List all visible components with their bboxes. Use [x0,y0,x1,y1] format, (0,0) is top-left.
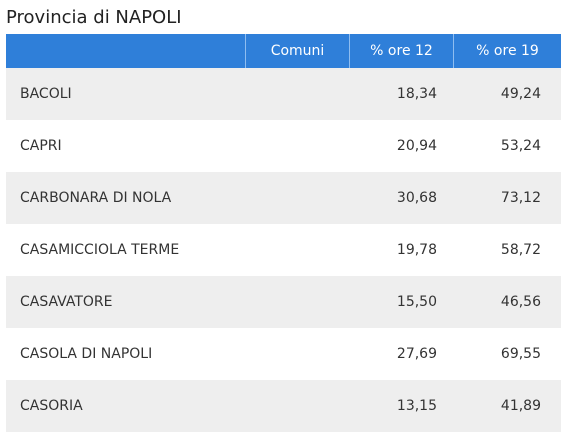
table-row: CASOLA DI NAPOLI 27,69 69,55 [6,328,561,380]
table-row: CARBONARA DI NOLA 30,68 73,12 [6,172,561,224]
header-ore12[interactable]: % ore 12 [349,34,453,68]
value-ore12: 20,94 [396,138,437,154]
comune-name: CASAMICCIOLA TERME [20,242,180,258]
value-ore19: 41,89 [500,398,541,414]
table-row: CASAVATORE 15,50 46,56 [6,276,561,328]
table-row: CAPRI 20,94 53,24 [6,120,561,172]
value-ore12: 13,15 [396,398,437,414]
value-ore12: 18,34 [396,86,437,102]
comune-name: CASAVATORE [20,294,113,310]
header-comuni[interactable]: Comuni [245,34,349,68]
value-ore19: 73,12 [500,190,541,206]
results-table: Comuni % ore 12 % ore 19 BACOLI 18,34 49… [6,34,561,432]
comune-name: CASORIA [20,398,83,414]
comune-name: CASOLA DI NAPOLI [20,346,153,362]
table-row: CASORIA 13,15 41,89 [6,380,561,432]
value-ore12: 27,69 [396,346,437,362]
value-ore19: 69,55 [500,346,541,362]
value-ore12: 19,78 [396,242,437,258]
page-title: Provincia di NAPOLI [6,7,182,28]
value-ore19: 58,72 [500,242,541,258]
value-ore19: 46,56 [500,294,541,310]
comune-name: CAPRI [20,138,62,154]
value-ore12: 15,50 [396,294,437,310]
table-header: Comuni % ore 12 % ore 19 [6,34,561,68]
comune-name: BACOLI [20,86,72,102]
table-row: BACOLI 18,34 49,24 [6,68,561,120]
table-row: CASAMICCIOLA TERME 19,78 58,72 [6,224,561,276]
comune-name: CARBONARA DI NOLA [20,190,172,206]
value-ore19: 53,24 [500,138,541,154]
header-name [6,34,245,68]
value-ore12: 30,68 [396,190,437,206]
table-body: BACOLI 18,34 49,24 CAPRI 20,94 53,24 CAR… [6,68,561,432]
value-ore19: 49,24 [500,86,541,102]
header-ore19[interactable]: % ore 19 [453,34,561,68]
